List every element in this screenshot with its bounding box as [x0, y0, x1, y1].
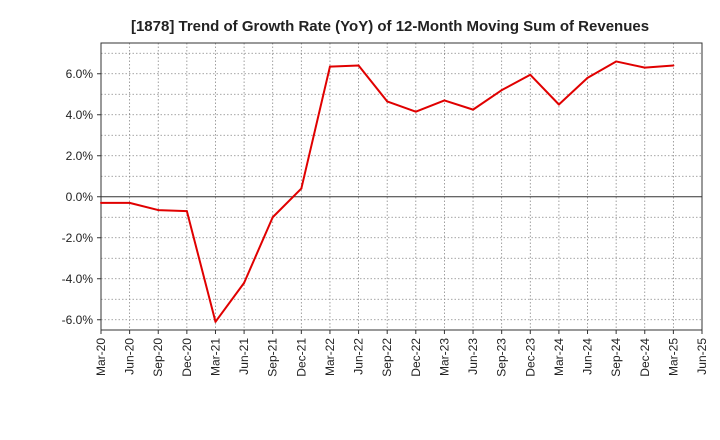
x-tick-label: Jun-25 — [695, 338, 709, 375]
x-tick-label: Jun-24 — [581, 338, 595, 375]
x-tick-label: Dec-23 — [523, 338, 537, 377]
data-point — [300, 187, 303, 190]
y-tick-label: -4.0% — [62, 272, 94, 286]
data-point — [443, 99, 446, 102]
y-tick-label: 6.0% — [66, 67, 94, 81]
series — [100, 60, 675, 323]
x-axis-ticks: Mar-20 Jun-20 Sep-20 Dec-20 Mar-21 Jun-21 Sep-… — [94, 330, 709, 377]
x-tick-label: Jun-22 — [352, 338, 366, 375]
data-point — [500, 89, 503, 92]
x-tick-label: Mar-24 — [552, 338, 566, 376]
data-point — [386, 100, 389, 103]
data-point — [100, 201, 102, 204]
plot-frame — [100, 42, 703, 331]
x-tick-label: Jun-21 — [237, 338, 251, 375]
data-point — [128, 201, 131, 204]
x-tick-label: Dec-22 — [409, 338, 423, 377]
x-tick-label: Jun-23 — [466, 338, 480, 375]
data-point — [557, 103, 560, 106]
data-point — [357, 64, 360, 67]
x-tick-label: Dec-20 — [180, 338, 194, 377]
axes — [100, 42, 703, 331]
y-tick-label: 2.0% — [66, 149, 94, 163]
y-tick-label: -6.0% — [62, 313, 94, 327]
x-tick-label: Sep-21 — [266, 338, 280, 377]
x-tick-label: Sep-22 — [380, 338, 394, 377]
chart-title: [1878] Trend of Growth Rate (YoY) of 12-… — [131, 18, 649, 35]
x-tick-label: Jun-20 — [123, 338, 137, 375]
x-tick-label: Dec-21 — [294, 338, 308, 377]
x-tick-label: Sep-24 — [609, 338, 623, 377]
data-point — [271, 216, 274, 219]
data-point — [586, 76, 589, 79]
data-point — [243, 281, 246, 284]
data-point — [643, 66, 646, 69]
y-tick-label: 4.0% — [66, 108, 94, 122]
x-tick-label: Mar-20 — [94, 338, 108, 376]
data-point — [529, 73, 532, 76]
data-point — [185, 210, 188, 213]
x-tick-label: Mar-21 — [208, 338, 222, 376]
data-point — [615, 60, 618, 63]
grid — [101, 43, 702, 330]
y-tick-label: 0.0% — [66, 190, 94, 204]
data-point — [214, 320, 217, 323]
x-tick-label: Dec-24 — [638, 338, 652, 377]
x-tick-label: Mar-25 — [666, 338, 680, 376]
x-tick-label: Mar-23 — [437, 338, 451, 376]
x-tick-label: Mar-22 — [323, 338, 337, 376]
x-tick-label: Sep-23 — [495, 338, 509, 377]
y-tick-label: -2.0% — [62, 231, 94, 245]
data-point — [472, 108, 475, 111]
x-tick-label: Sep-20 — [151, 338, 165, 377]
data-point — [328, 65, 331, 68]
data-point — [414, 110, 417, 113]
data-point — [157, 209, 160, 212]
y-axis-ticks: -6.0% -4.0% -2.0% 0.0% 2.0% 4.0% 6.0% — [62, 67, 101, 327]
data-point — [672, 64, 675, 67]
